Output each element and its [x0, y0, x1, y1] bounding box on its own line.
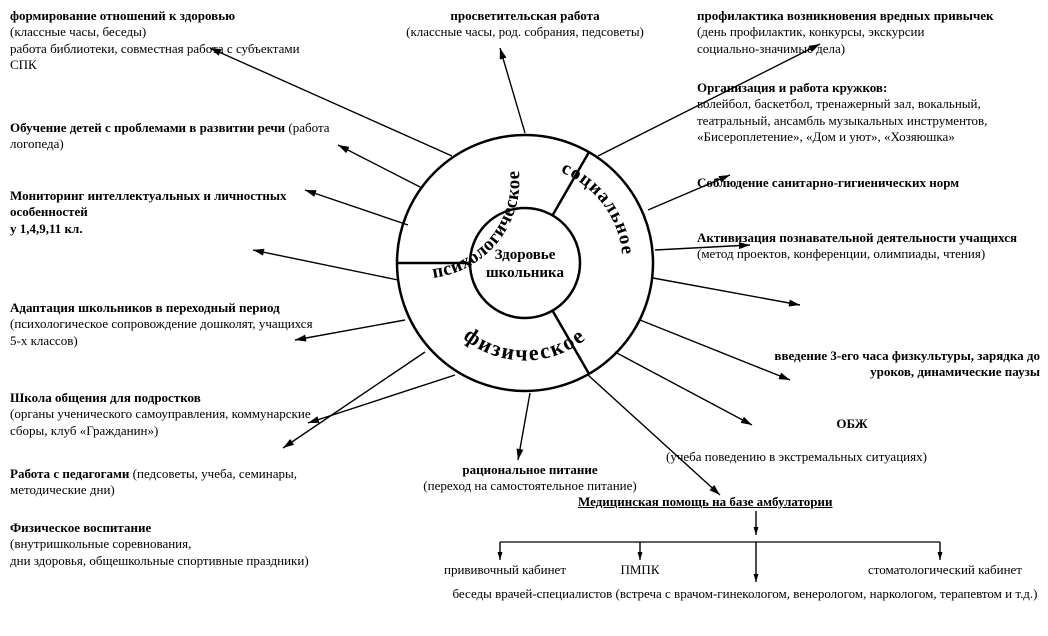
l-health-form: формирование отношений к здоровью(классн…	[10, 8, 320, 73]
l-obzh: ОБЖ(учеба поведению в экстремальных ситу…	[666, 416, 1038, 465]
l-physedu: Физическое воспитание(внутришкольные сор…	[10, 520, 340, 569]
l-pe3hour: введение 3-его часа физкультуры, зарядка…	[760, 348, 1040, 381]
center-line2: школьника	[486, 265, 564, 281]
l-adaptation: Адаптация школьников в переходный период…	[10, 300, 320, 349]
sector-physical: физическое	[460, 322, 591, 366]
l-monitoring: Мониторинг интеллектуальных и личностных…	[10, 188, 300, 237]
center-line1: Здоровье	[495, 247, 556, 263]
l-speech: Обучение детей с проблемами в развитии р…	[10, 120, 330, 153]
mi2: ПМПК	[610, 562, 670, 578]
l-medical: Медицинская помощь на базе амбулатории	[578, 494, 938, 510]
l-sanitary: Соблюдение санитарно-гигиенических норм	[697, 175, 1037, 191]
l-nutrition: рациональное питание(переход на самостоя…	[380, 462, 680, 495]
mi1: прививочный кабинет	[430, 562, 580, 578]
l-prevention: профилактика возникновения вредных привы…	[697, 8, 1037, 57]
l-educational: просветительская работа(классные часы, р…	[390, 8, 660, 41]
l-teachers: Работа с педагогами (педсоветы, учеба, с…	[10, 466, 320, 499]
l-clubs: Организация и работа кружков:волейбол, б…	[697, 80, 1037, 145]
mi4: беседы врачей-специалистов (встреча с вр…	[450, 586, 1040, 602]
diagram-root: { "canvas": { "width": 1048, "height": 6…	[0, 0, 1048, 636]
center-title: Здоровье школьника	[478, 246, 572, 282]
mi3: стоматологический кабинет	[845, 562, 1045, 578]
sector-social: социальное	[558, 157, 638, 256]
l-school-comm: Школа общения для подростков(органы учен…	[10, 390, 320, 439]
l-cognitive: Активизация познавательной деятельности …	[697, 230, 1037, 263]
